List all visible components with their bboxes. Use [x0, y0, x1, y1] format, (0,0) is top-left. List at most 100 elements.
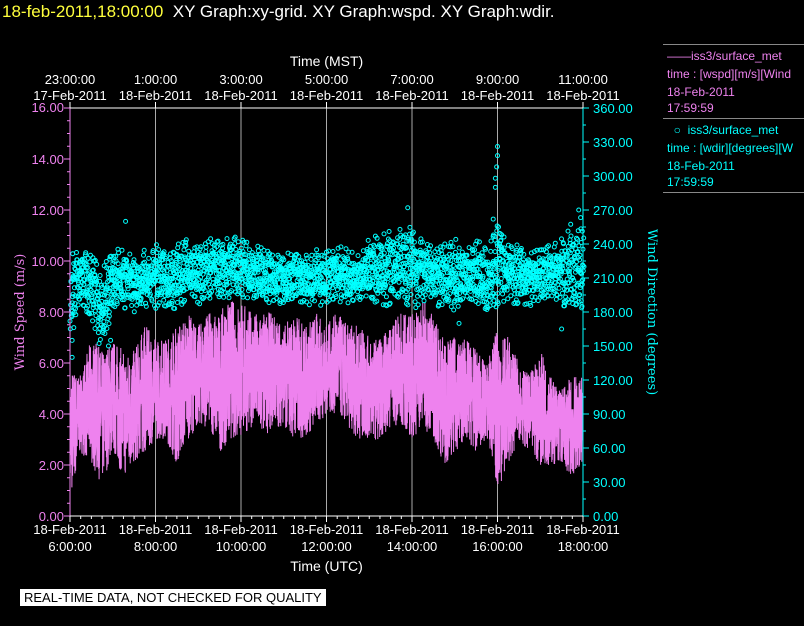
wdir-marker [447, 291, 453, 297]
wdir-marker [82, 252, 88, 258]
right-axis-title: Wind Direction (degrees) [644, 229, 659, 395]
wdir-marker [466, 268, 472, 274]
wdir-marker [393, 262, 399, 268]
wdir-marker [71, 261, 77, 267]
wdir-marker [402, 273, 408, 278]
wdir-marker [559, 268, 565, 274]
wdir-marker [383, 294, 389, 300]
wdir-marker [363, 293, 369, 299]
wdir-marker [375, 290, 381, 296]
wdir-marker [540, 269, 546, 275]
wdir-marker [456, 258, 462, 264]
wdir-marker [495, 301, 501, 307]
wdir-marker [287, 276, 293, 282]
wdir-marker [455, 303, 461, 309]
wdir-marker [155, 302, 161, 308]
wdir-marker [412, 299, 418, 305]
wdir-marker [472, 247, 478, 253]
wdir-marker [543, 256, 549, 262]
header-timestamp: 18-feb-2011,18:00:00 [2, 2, 164, 21]
wdir-marker [516, 268, 522, 274]
wdir-marker [116, 250, 122, 256]
wdir-marker [260, 292, 266, 298]
wdir-marker [282, 273, 288, 279]
wdir-marker [312, 289, 318, 295]
wdir-marker [464, 252, 470, 258]
wdir-marker [111, 258, 117, 264]
left-axis-tick-label: 6.00 [39, 356, 64, 371]
wdir-marker [198, 244, 204, 250]
wdir-marker [224, 236, 230, 242]
right-axis-tick-label: 30.00 [593, 475, 626, 490]
wdir-marker [296, 254, 302, 259]
wdir-marker [129, 303, 135, 308]
wdir-marker [482, 299, 487, 305]
wdir-marker [560, 290, 565, 296]
wdir-marker [535, 298, 541, 304]
wdir-marker [439, 302, 445, 308]
wdir-marker [84, 294, 90, 300]
wdir-marker [315, 255, 321, 261]
wdir-marker [209, 289, 215, 294]
wdir-marker [394, 275, 400, 281]
wdir-marker [306, 281, 312, 287]
left-axis-tick-label: 10.00 [31, 254, 64, 269]
wdir-marker [146, 255, 152, 261]
wdir-marker [428, 243, 433, 249]
wdir-outlier-marker [405, 205, 411, 211]
wdir-marker [323, 291, 328, 297]
wdir-marker [565, 228, 571, 234]
wdir-marker [101, 319, 107, 325]
wdir-outlier-marker [559, 326, 565, 332]
top-axis-date-label: 17-Feb-2011 [33, 88, 106, 103]
right-axis-tick-label: 60.00 [593, 441, 626, 456]
wdir-marker [180, 240, 186, 245]
xy-graph[interactable]: 0.00 2.00 4.00 6.00 8.00 10.00 12.00 14.00 16.00… [0, 0, 663, 585]
wdir-marker [90, 318, 96, 324]
wdir-marker [85, 303, 91, 309]
wdir-marker [107, 256, 113, 262]
wdir-marker [414, 275, 420, 281]
wdir-marker [568, 221, 574, 227]
wdir-marker [367, 285, 373, 291]
wdir-marker [175, 241, 181, 247]
wdir-marker [565, 297, 571, 303]
wdir-marker [245, 295, 250, 301]
wdir-marker [147, 291, 153, 297]
wdir-marker [452, 249, 458, 255]
wdir-marker [446, 285, 452, 291]
wdir-marker [557, 276, 563, 282]
wdir-marker [457, 291, 462, 296]
wdir-marker [342, 263, 348, 269]
wdir-marker [197, 251, 203, 257]
wdir-marker [91, 302, 97, 308]
wdir-marker [450, 279, 456, 285]
wdir-marker [308, 256, 314, 262]
wdir-marker [480, 273, 486, 279]
wdir-marker [224, 279, 230, 285]
wdir-marker [569, 275, 575, 281]
wdir-marker [164, 273, 170, 279]
wdir-marker [276, 287, 282, 293]
wdir-marker [99, 282, 104, 288]
top-axis-time-label: 7:00:00 [390, 72, 433, 87]
wdir-marker [335, 253, 341, 259]
left-axis-tick-label: 8.00 [39, 305, 64, 320]
wdir-marker [573, 297, 578, 302]
wdir-outlier-marker [495, 144, 500, 150]
wdir-marker [242, 278, 248, 284]
wdir-marker [522, 264, 527, 270]
wdir-marker [381, 250, 387, 256]
wdir-marker [341, 282, 347, 288]
wdir-marker [455, 278, 461, 284]
wdir-marker [198, 274, 204, 280]
wdir-marker [460, 296, 466, 302]
wdir-marker [250, 287, 256, 293]
wdir-marker [448, 257, 454, 263]
wdir-marker [192, 262, 197, 268]
wdir-marker [365, 257, 370, 263]
wdir-marker [541, 281, 547, 287]
wdir-marker [365, 237, 371, 243]
wdir-series-markers [67, 144, 587, 360]
wdir-marker [413, 305, 419, 311]
